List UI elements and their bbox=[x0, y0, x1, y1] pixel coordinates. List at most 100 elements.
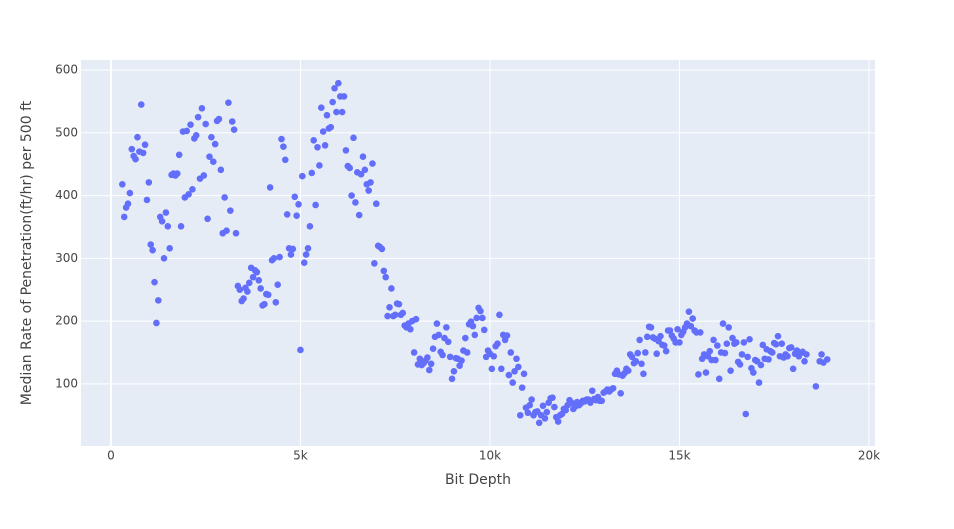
point bbox=[208, 133, 215, 141]
point bbox=[653, 350, 660, 358]
point bbox=[636, 336, 643, 344]
point bbox=[255, 277, 263, 284]
point bbox=[160, 255, 168, 262]
point bbox=[297, 346, 304, 354]
point bbox=[340, 93, 348, 100]
point bbox=[194, 113, 202, 121]
point bbox=[295, 201, 302, 208]
point bbox=[134, 133, 141, 141]
point bbox=[151, 278, 158, 286]
point bbox=[509, 379, 516, 386]
point bbox=[361, 166, 369, 174]
point bbox=[221, 194, 228, 201]
point bbox=[189, 185, 196, 193]
point bbox=[657, 332, 664, 340]
point bbox=[270, 255, 278, 262]
point bbox=[132, 155, 139, 163]
point bbox=[331, 84, 338, 92]
point bbox=[230, 126, 238, 133]
point bbox=[141, 141, 149, 149]
point bbox=[505, 371, 513, 379]
point bbox=[642, 349, 649, 356]
point bbox=[456, 362, 463, 369]
point bbox=[439, 351, 446, 359]
point bbox=[371, 260, 378, 267]
point bbox=[412, 315, 420, 323]
point bbox=[162, 209, 170, 216]
point bbox=[801, 357, 808, 365]
point bbox=[204, 215, 211, 223]
point bbox=[632, 357, 640, 365]
point bbox=[706, 347, 714, 355]
point bbox=[515, 363, 522, 371]
point bbox=[316, 162, 323, 169]
point bbox=[714, 342, 721, 349]
point bbox=[772, 341, 780, 348]
point bbox=[299, 172, 306, 180]
point bbox=[342, 147, 350, 154]
point bbox=[774, 332, 782, 340]
point bbox=[443, 324, 450, 331]
point bbox=[473, 314, 480, 322]
point bbox=[738, 351, 746, 358]
point bbox=[302, 251, 310, 258]
point bbox=[518, 384, 526, 391]
point bbox=[803, 351, 810, 358]
point bbox=[588, 387, 596, 395]
point bbox=[695, 371, 702, 378]
point bbox=[765, 356, 772, 363]
point bbox=[712, 356, 719, 364]
x-axis-title: Bit Depth bbox=[445, 472, 511, 488]
point bbox=[209, 158, 217, 165]
plot-area bbox=[81, 60, 875, 446]
point bbox=[543, 408, 551, 416]
point bbox=[382, 273, 390, 281]
point bbox=[719, 320, 727, 327]
point bbox=[289, 245, 297, 253]
point bbox=[372, 200, 380, 208]
point bbox=[725, 324, 733, 331]
point bbox=[240, 295, 247, 302]
point bbox=[435, 331, 443, 339]
x-tick-label: 0 bbox=[107, 449, 115, 463]
point bbox=[291, 193, 299, 201]
point bbox=[721, 349, 729, 357]
point bbox=[308, 169, 316, 177]
point bbox=[755, 379, 763, 386]
point bbox=[143, 196, 151, 204]
point bbox=[539, 402, 547, 410]
point bbox=[463, 349, 471, 356]
point bbox=[346, 164, 354, 172]
point bbox=[399, 309, 407, 317]
point bbox=[723, 340, 731, 347]
point bbox=[192, 132, 200, 139]
y-tick-label: 100 bbox=[55, 376, 78, 390]
y-tick-label: 300 bbox=[55, 251, 78, 265]
point bbox=[126, 189, 134, 197]
point bbox=[139, 149, 147, 157]
point bbox=[306, 223, 314, 230]
point bbox=[634, 349, 642, 357]
x-tick-label: 10k bbox=[479, 449, 501, 463]
point bbox=[541, 415, 549, 422]
point bbox=[685, 308, 693, 315]
point bbox=[276, 253, 283, 261]
point bbox=[335, 79, 342, 87]
point bbox=[198, 105, 206, 112]
point bbox=[327, 123, 335, 131]
point bbox=[496, 311, 503, 319]
point bbox=[264, 291, 272, 299]
point bbox=[227, 207, 234, 214]
point bbox=[158, 218, 166, 225]
point bbox=[312, 201, 319, 209]
point bbox=[729, 334, 736, 342]
point bbox=[687, 322, 695, 330]
point bbox=[520, 370, 528, 378]
point bbox=[524, 409, 532, 417]
point bbox=[598, 397, 606, 405]
point bbox=[823, 356, 831, 363]
point bbox=[352, 199, 359, 206]
point bbox=[742, 410, 750, 418]
point bbox=[333, 108, 340, 116]
